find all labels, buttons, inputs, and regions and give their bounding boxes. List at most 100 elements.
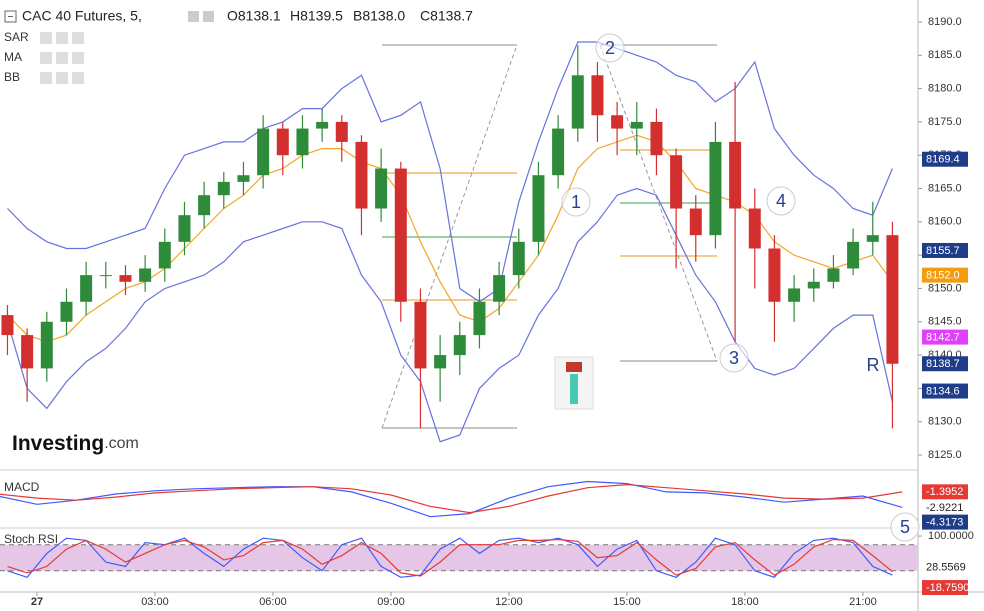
fib-trend — [599, 44, 718, 362]
candle-body — [21, 335, 34, 369]
x-tick-label: 09:00 — [377, 596, 405, 608]
indicator-icon[interactable] — [56, 32, 68, 44]
collapse-icon[interactable] — [4, 10, 17, 23]
indicator-icon[interactable] — [72, 72, 84, 84]
indicator-icon[interactable] — [40, 32, 52, 44]
watermark-main: Investing — [12, 432, 104, 455]
candle-body — [886, 235, 899, 364]
candle-body — [473, 301, 486, 336]
price-marker-label: -4.3173 — [926, 517, 963, 529]
price-marker — [922, 500, 968, 516]
candle-body — [571, 75, 584, 129]
y-tick-label: 100.0000 — [928, 530, 974, 542]
candle-body — [198, 195, 211, 216]
candle-body — [670, 155, 683, 209]
candle-body — [394, 168, 407, 302]
candle-body — [119, 275, 132, 282]
annotation: 2 — [605, 38, 615, 58]
candle-body — [650, 121, 663, 156]
candle-body — [237, 175, 250, 182]
indicator-icon[interactable] — [72, 52, 84, 64]
x-tick-label: 03:00 — [141, 596, 169, 608]
price-marker-label: 8142.7 — [926, 331, 960, 343]
indicator-icon[interactable] — [72, 32, 84, 44]
candle-body — [847, 241, 860, 269]
series-line — [7, 134, 893, 343]
candle-body — [375, 168, 388, 209]
indicator-icon[interactable] — [56, 72, 68, 84]
candle-body — [493, 275, 506, 302]
y-tick-label: 8175.0 — [928, 116, 962, 128]
y-tick-label: 8130.0 — [928, 416, 962, 428]
y-tick-label: 8150.0 — [928, 282, 962, 294]
candle-body — [178, 215, 191, 242]
watermark-suffix: .com — [104, 435, 139, 452]
watermark: Investing.com — [12, 432, 139, 455]
price-marker-label: 8134.6 — [926, 385, 960, 397]
indicator-icon[interactable] — [40, 52, 52, 64]
candle-body — [414, 301, 427, 369]
series-line — [0, 480, 903, 518]
price-marker-label: -18.7590 — [926, 582, 969, 594]
annotation: 1 — [571, 192, 581, 212]
annotation: R — [867, 355, 880, 375]
candle-body — [158, 241, 171, 269]
candle-body — [729, 141, 742, 209]
y-tick-label: 8180.0 — [928, 83, 962, 95]
annotation: 5 — [900, 517, 910, 537]
candle-body — [866, 235, 879, 242]
x-tick-label: 12:00 — [495, 596, 523, 608]
ohlc-open: O8138.1 — [227, 8, 281, 24]
candle-body — [1, 315, 14, 336]
candle-body — [748, 208, 761, 249]
price-marker — [922, 580, 968, 596]
panel-title: Stoch RSI — [4, 532, 58, 546]
chart-title: CAC 40 Futures, 5, — [22, 8, 142, 24]
ohlc-close: C8138.7 — [420, 8, 473, 24]
fib-trend — [381, 44, 518, 429]
annotation-circle — [719, 343, 749, 373]
price-marker — [922, 484, 968, 500]
candle-body — [689, 208, 702, 236]
series-line — [7, 41, 893, 303]
y-tick-label: 8160.0 — [928, 216, 962, 228]
price-marker — [922, 267, 968, 283]
price-marker — [922, 514, 968, 530]
x-tick-label: 27 — [31, 596, 43, 608]
panel-title: MACD — [4, 480, 40, 494]
series-line — [0, 483, 903, 514]
candle-body — [453, 335, 466, 356]
price-marker-label: -2.9221 — [926, 502, 963, 514]
annotation-circle — [766, 186, 796, 216]
candle-body — [40, 321, 53, 369]
annotation-circle — [595, 33, 625, 63]
candle-body — [807, 281, 820, 289]
candle-body — [709, 141, 722, 236]
annotation: 3 — [729, 348, 739, 368]
price-marker — [922, 383, 968, 399]
y-tick-label: 8165.0 — [928, 182, 962, 194]
candle-body — [296, 128, 309, 156]
x-tick-label: 21:00 — [849, 596, 877, 608]
indicator-icon[interactable] — [40, 72, 52, 84]
ohlc-high: H8139.5 — [290, 8, 343, 24]
annotation-circle — [561, 187, 591, 217]
candle-body — [827, 268, 840, 282]
candle-body — [60, 301, 73, 322]
candle-body — [316, 121, 329, 129]
price-marker-label: 28.5569 — [926, 561, 966, 573]
price-marker-label: 8155.7 — [926, 245, 960, 257]
settings-icon[interactable] — [203, 11, 214, 22]
candle-body — [434, 355, 447, 369]
candle-body — [257, 128, 270, 176]
x-tick-label: 15:00 — [613, 596, 641, 608]
y-tick-label: 8145.0 — [928, 316, 962, 328]
indicator-label: SAR — [4, 30, 29, 44]
settings-icon[interactable] — [188, 11, 199, 22]
price-marker — [922, 151, 968, 167]
candle-body — [552, 128, 565, 176]
mascot-head — [566, 362, 582, 372]
candle-body — [532, 175, 545, 242]
indicator-icon[interactable] — [56, 52, 68, 64]
